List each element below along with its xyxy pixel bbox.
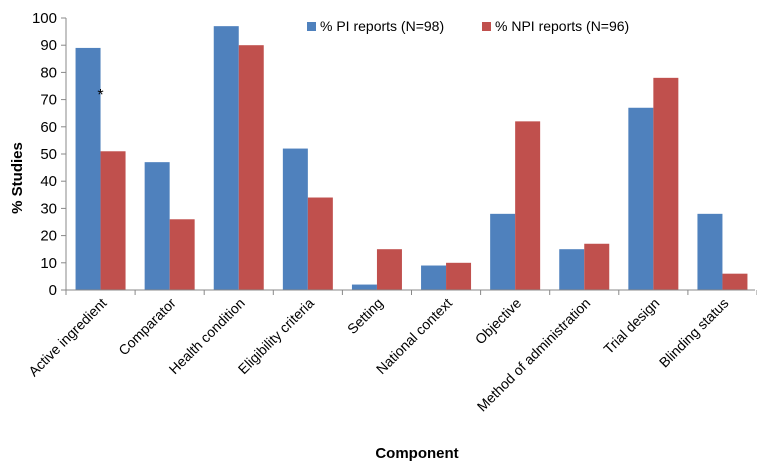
bar-npi-trial-design	[653, 77, 679, 290]
y-axis-ticks: 0 10 20 30 40 50 60 70 80 90 100	[32, 10, 66, 299]
y-tick-label: 100	[32, 10, 57, 27]
y-tick-label: 70	[40, 92, 57, 109]
bar-npi-active-ingredient	[100, 151, 126, 290]
x-category-label: Comparator	[115, 295, 179, 359]
x-category-label: Blinding status	[656, 295, 732, 371]
x-category-label: Eligibility criteria	[235, 295, 317, 377]
significance-asterisk: *	[97, 87, 103, 104]
bar-npi-blinding-status	[722, 273, 748, 290]
y-tick-label: 90	[40, 37, 57, 54]
bar-pi-setting	[351, 284, 377, 290]
legend-label-npi: % NPI reports (N=96)	[495, 18, 629, 34]
y-tick-label: 40	[40, 173, 57, 190]
y-tick-label: 10	[40, 255, 57, 272]
x-category-label: Setting	[344, 295, 386, 337]
bar-pi-health-condition	[213, 26, 239, 290]
y-tick-label: 50	[40, 146, 57, 163]
bar-pi-national-context	[421, 265, 447, 290]
x-category-label: Method of administration	[474, 295, 594, 415]
bar-npi-health-condition	[238, 45, 264, 291]
bars	[75, 26, 748, 291]
bar-npi-national-context	[446, 262, 472, 290]
legend-swatch-pi	[307, 22, 316, 31]
bar-pi-blinding-status	[697, 213, 723, 290]
y-tick-label: 0	[49, 282, 57, 299]
x-category-label: Trial design	[600, 295, 662, 357]
x-axis-title: Component	[375, 445, 458, 461]
bar-pi-trial-design	[628, 107, 654, 290]
y-tick-label: 80	[40, 64, 57, 81]
x-category-label: National context	[373, 295, 455, 377]
x-category-label: Active ingredient	[25, 295, 110, 380]
bar-pi-active-ingredient	[75, 47, 101, 290]
bar-npi-method-of-administration	[584, 243, 610, 290]
y-axis-title: % Studies	[9, 142, 26, 214]
annotations: *	[97, 87, 103, 104]
bar-npi-objective	[515, 121, 541, 290]
bar-pi-objective	[490, 213, 516, 290]
legend-swatch-npi	[482, 22, 491, 31]
bar-npi-setting	[376, 249, 402, 290]
bar-pi-comparator	[144, 162, 170, 290]
bar-pi-method-of-administration	[559, 249, 585, 290]
bar-pi-eligibility-criteria	[282, 148, 308, 290]
bar-npi-eligibility-criteria	[307, 197, 333, 290]
y-tick-label: 20	[40, 228, 57, 245]
legend: % PI reports (N=98) % NPI reports (N=96)	[307, 18, 629, 34]
bar-npi-comparator	[169, 219, 195, 290]
y-tick-label: 30	[40, 200, 57, 217]
y-tick-label: 60	[40, 119, 57, 136]
legend-label-pi: % PI reports (N=98)	[320, 18, 444, 34]
x-category-label: Objective	[472, 295, 525, 348]
